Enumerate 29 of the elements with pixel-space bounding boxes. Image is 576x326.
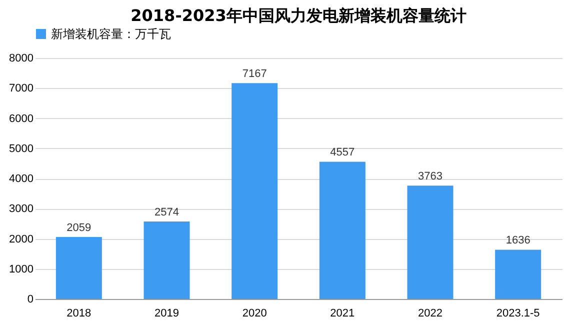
x-tick-label: 2020: [242, 308, 267, 320]
bar: [232, 83, 278, 299]
chart-title: 2018-2023年中国风力发电新增装机容量统计: [130, 6, 466, 25]
x-tick-label: 2022: [418, 308, 442, 320]
y-tick-label: 2000: [9, 233, 34, 246]
bar: [495, 250, 542, 299]
y-tick-label: 3000: [9, 203, 34, 216]
bar: [144, 221, 190, 299]
bar: [319, 162, 366, 299]
y-tick-label: 4000: [9, 173, 34, 185]
y-tick-label: 5000: [9, 142, 34, 155]
x-tick-label: 2019: [154, 308, 179, 320]
y-tick-label: 1000: [9, 263, 34, 276]
y-tick-label: 0: [27, 294, 34, 306]
data-label: 3763: [418, 170, 442, 183]
y-tick-label: 6000: [9, 112, 34, 125]
data-label: 2574: [154, 206, 179, 218]
y-tick-label: 8000: [9, 52, 34, 64]
x-tick-label: 2021: [330, 308, 355, 320]
data-label: 4557: [330, 146, 355, 159]
data-label: 7167: [242, 68, 267, 80]
y-tick-label: 7000: [9, 82, 34, 95]
x-tick-label: 2018: [66, 308, 92, 320]
legend-label: 新增装机容量：万千瓦: [51, 27, 171, 41]
x-tick-label: 2023.1-5: [496, 308, 540, 320]
bar: [407, 186, 454, 299]
data-label: 2059: [66, 222, 92, 234]
bar: [56, 236, 102, 299]
data-label: 1636: [506, 234, 530, 247]
